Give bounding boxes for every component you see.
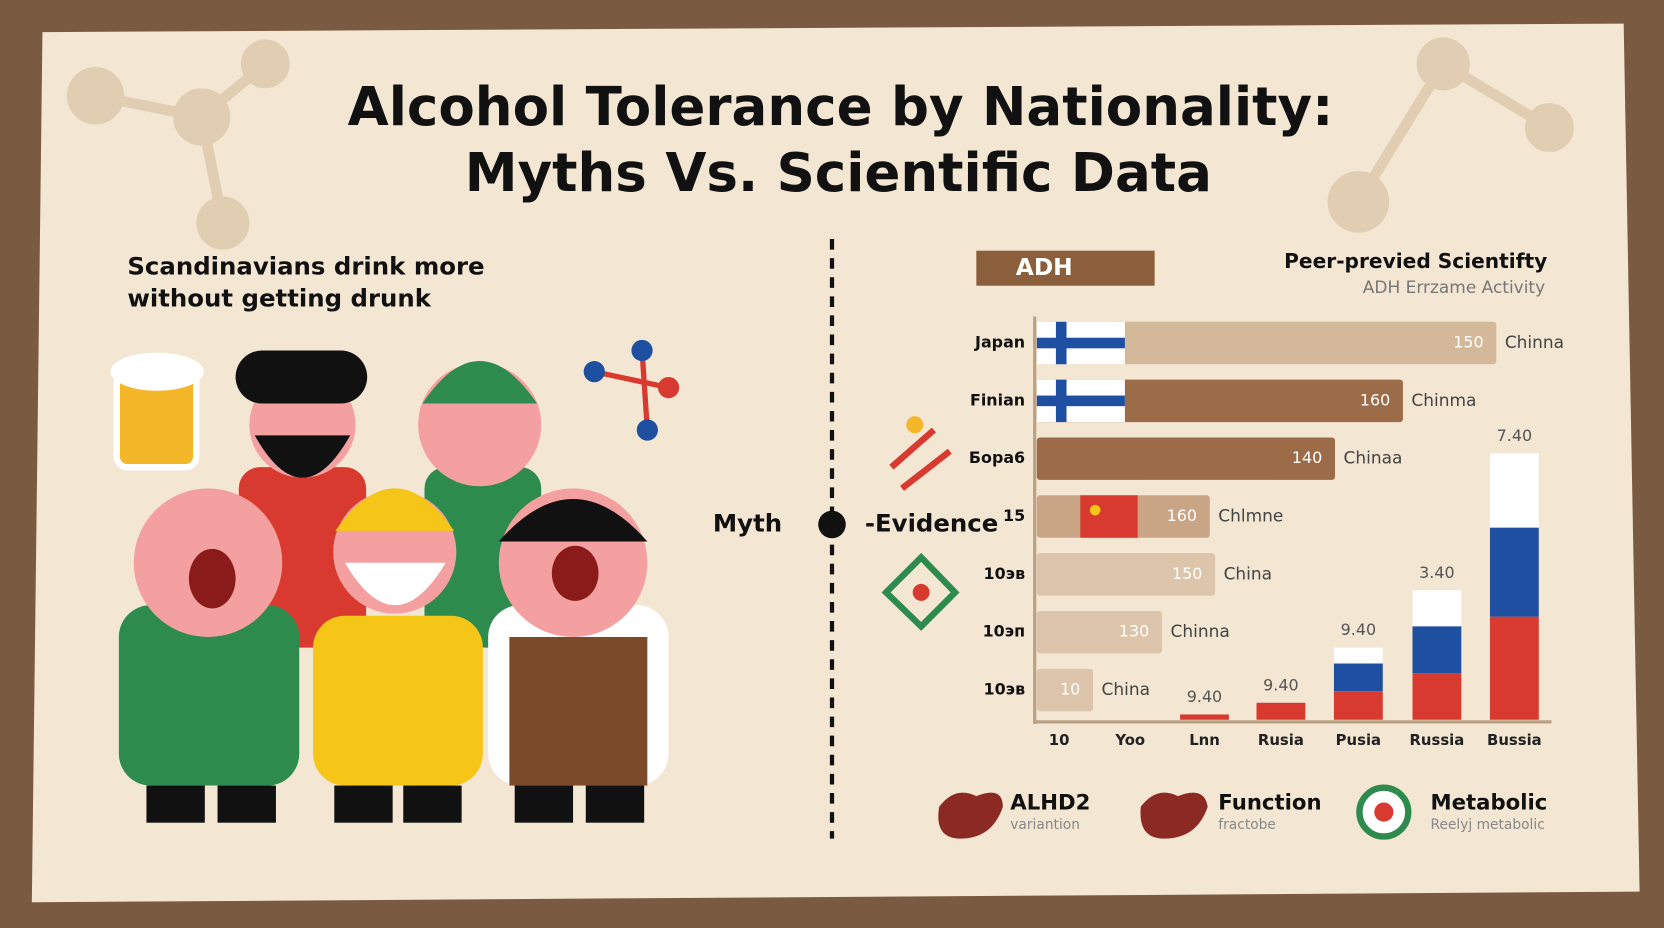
column-label: Bussia bbox=[1487, 731, 1542, 749]
column-seg bbox=[1333, 647, 1383, 664]
column-seg bbox=[1489, 527, 1539, 617]
column-value: 7.40 bbox=[1497, 426, 1532, 445]
row-note: China bbox=[1224, 564, 1272, 584]
column-label: Yoo bbox=[1114, 731, 1145, 749]
column-value: 3.40 bbox=[1419, 563, 1454, 582]
myth-text: Scandinavians drink more bbox=[127, 252, 484, 281]
legend-subtitle: fractobe bbox=[1218, 817, 1276, 833]
row-bar bbox=[1036, 379, 1403, 423]
row-note: Chinaa bbox=[1344, 449, 1403, 469]
flag bbox=[1055, 321, 1067, 365]
row-value: 10 bbox=[1060, 680, 1080, 699]
row-label: 15 bbox=[1003, 506, 1025, 525]
column-label: Pusia bbox=[1336, 731, 1381, 749]
tag: ADH bbox=[1016, 253, 1073, 281]
row-value: 130 bbox=[1119, 622, 1149, 641]
legend-subtitle: Reelyj metabolic bbox=[1431, 817, 1545, 833]
column-seg bbox=[1489, 616, 1539, 720]
myth-text: without getting drunk bbox=[127, 284, 431, 313]
row-note: Chinna bbox=[1171, 622, 1230, 642]
row-value: 150 bbox=[1172, 564, 1202, 583]
column-seg bbox=[1489, 453, 1539, 528]
column-value: 9.40 bbox=[1263, 675, 1298, 694]
row-value: 160 bbox=[1167, 506, 1197, 525]
column-value: 9.40 bbox=[1187, 687, 1222, 706]
row-label: 10эв bbox=[984, 564, 1026, 583]
column-seg bbox=[1412, 626, 1462, 674]
row-bar bbox=[1036, 610, 1163, 654]
divider-left: Myth bbox=[713, 508, 782, 537]
column-seg bbox=[1412, 590, 1462, 627]
legend-title: Metabolic bbox=[1431, 791, 1548, 816]
divider-right: -Evidence bbox=[865, 508, 998, 537]
row-label: 10эв bbox=[984, 680, 1026, 699]
row-value: 140 bbox=[1292, 448, 1322, 467]
column-label: Lnn bbox=[1189, 731, 1220, 749]
people-illustration bbox=[110, 339, 680, 823]
chart: Japan 150 Chinna Finian 160 Chinma Бора6 140 Chi… bbox=[969, 316, 1564, 749]
legend-title: ALHD2 bbox=[1010, 791, 1090, 816]
row-note: China bbox=[1102, 680, 1150, 700]
row-bar bbox=[1036, 321, 1497, 365]
dna-icons bbox=[881, 416, 960, 631]
column-label: 10 bbox=[1049, 731, 1070, 749]
row-label: Бора6 bbox=[969, 448, 1025, 467]
column-value: 9.40 bbox=[1341, 620, 1376, 639]
molecule-deco bbox=[66, 37, 1574, 250]
title-line: Alcohol Tolerance by Nationality: bbox=[348, 76, 1334, 138]
column-seg bbox=[1180, 714, 1229, 720]
row-note: Chinma bbox=[1411, 391, 1476, 411]
row-label: Finian bbox=[970, 390, 1025, 409]
column-seg bbox=[1333, 691, 1383, 720]
divider-dot bbox=[818, 510, 846, 539]
legend-subtitle: variantion bbox=[1010, 817, 1080, 833]
tag-box bbox=[976, 250, 1155, 286]
source: Peer-previed Scientifty bbox=[1284, 249, 1547, 273]
column-seg bbox=[1333, 663, 1383, 692]
subtitle: ADH Errzame Activity bbox=[1363, 278, 1545, 298]
column-seg bbox=[1256, 702, 1306, 720]
flag bbox=[1080, 495, 1138, 538]
row-label: Japan bbox=[974, 333, 1025, 352]
flag bbox=[1055, 379, 1067, 423]
column-seg bbox=[1412, 673, 1462, 720]
row-value: 150 bbox=[1453, 333, 1483, 352]
flag bbox=[1089, 504, 1101, 516]
column-label: Russia bbox=[1410, 731, 1465, 749]
flag bbox=[1036, 337, 1125, 349]
row-value: 160 bbox=[1360, 390, 1390, 409]
row-label: 10эп bbox=[983, 622, 1026, 641]
legend-title: Function bbox=[1218, 791, 1321, 816]
row-bar bbox=[1036, 668, 1094, 712]
title-line: Myths Vs. Scientific Data bbox=[465, 142, 1212, 204]
column-label: Rusia bbox=[1258, 731, 1304, 749]
row-bar bbox=[1036, 437, 1336, 480]
row-note: Chinna bbox=[1505, 333, 1564, 353]
flag bbox=[1036, 395, 1125, 407]
row-note: Chlmne bbox=[1218, 507, 1283, 527]
row-bar bbox=[1036, 553, 1216, 596]
